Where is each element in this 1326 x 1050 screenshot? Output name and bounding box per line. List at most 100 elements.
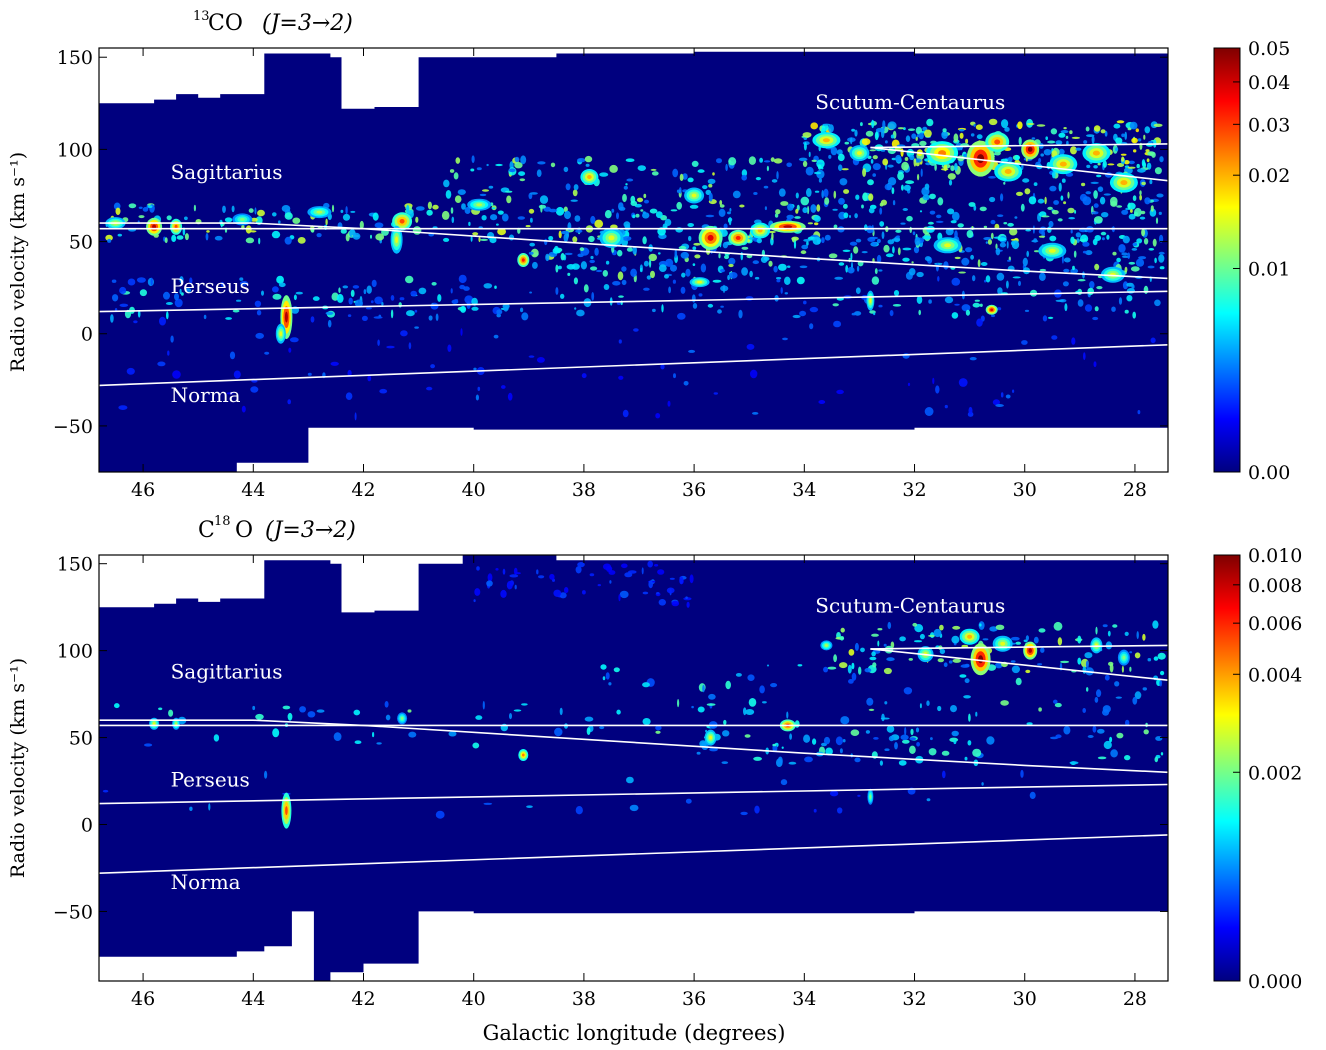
emission-blob: [1114, 681, 1120, 687]
emission-blob: [577, 562, 585, 568]
emission-blob: [576, 309, 585, 317]
emission-blob: [872, 173, 876, 177]
emission-blob: [801, 244, 809, 250]
y-tick-label: −50: [53, 416, 93, 438]
emission-blob: [919, 140, 927, 147]
emission-blob: [879, 760, 884, 766]
emission-blob: [564, 252, 573, 256]
emission-blob: [509, 713, 512, 720]
emission-blob: [1097, 756, 1107, 760]
emission-blob: [605, 672, 610, 680]
emission-blob: [673, 373, 676, 379]
emission-source: [1004, 169, 1012, 174]
emission-blob: [437, 294, 442, 302]
emission-blob: [963, 695, 971, 699]
emission-blob: [1100, 129, 1106, 134]
emission-blob: [851, 312, 856, 316]
emission-blob: [1007, 156, 1013, 162]
emission-blob: [625, 158, 635, 162]
emission-blob: [635, 213, 640, 218]
emission-blob: [961, 257, 970, 266]
panel-c18o-plot: Scutum-Centaurus Sagittarius Perseus Norma: [99, 555, 1168, 981]
emission-blob: [1132, 195, 1137, 202]
emission-blob: [848, 649, 855, 656]
emission-blob: [692, 263, 696, 266]
emission-blob: [619, 206, 626, 211]
emission-blob: [798, 157, 808, 162]
spiral-arm-line: [870, 143, 1168, 149]
emission-blob: [964, 756, 968, 761]
emission-blob: [545, 253, 550, 262]
emission-blob: [1085, 191, 1092, 195]
emission-blob: [929, 210, 936, 215]
emission-blob: [1157, 652, 1166, 660]
emission-blob: [992, 399, 1001, 406]
emission-blob: [1128, 213, 1136, 220]
emission-blob: [800, 196, 810, 206]
emission-blob: [861, 251, 868, 254]
emission-blob: [427, 201, 432, 210]
emission-blob: [352, 285, 360, 289]
emission-blob: [945, 227, 954, 236]
emission-blob: [164, 237, 168, 244]
emission-blob: [688, 349, 696, 353]
emission-blob: [906, 215, 913, 222]
emission-blob: [1029, 791, 1036, 800]
emission-blob: [245, 237, 255, 244]
emission-blob: [917, 173, 920, 181]
emission-blob: [833, 320, 842, 328]
emission-blob: [741, 174, 747, 181]
emission-blob: [838, 164, 843, 171]
emission-blob: [454, 299, 459, 302]
emission-blob: [1158, 251, 1165, 255]
emission-blob: [330, 361, 339, 366]
emission-blob: [802, 132, 812, 138]
emission-blob: [1082, 271, 1085, 279]
emission-blob: [594, 219, 604, 228]
emission-blob: [1093, 361, 1097, 368]
emission-blob: [818, 400, 826, 404]
spiral-arm-line: [870, 146, 1168, 182]
x-tick-label: 40: [462, 479, 486, 501]
emission-blob: [725, 163, 728, 172]
colorbar-tick-label: 0.00: [1248, 462, 1290, 484]
emission-blob: [457, 189, 466, 196]
emission-blob: [1021, 163, 1024, 170]
emission-blob: [502, 213, 509, 222]
panel-13co-title-transition: (J=3→2): [262, 11, 353, 36]
emission-blob: [142, 207, 149, 212]
emission-blob: [1149, 179, 1153, 185]
emission-blob: [755, 177, 762, 181]
emission-blob: [764, 206, 768, 211]
emission-blob: [802, 207, 808, 214]
emission-blob: [658, 599, 666, 606]
emission-blob: [687, 223, 694, 227]
plot-frame: [98, 47, 1169, 473]
emission-blob: [559, 707, 563, 716]
colorbar-tick-label: 0.002: [1248, 762, 1302, 784]
emission-blob: [555, 206, 565, 216]
emission-source: [395, 236, 399, 244]
emission-blob: [616, 212, 619, 220]
emission-blob: [1112, 251, 1117, 256]
emission-blob: [642, 212, 650, 219]
emission-blob: [1097, 186, 1104, 192]
emission-blob: [716, 158, 722, 164]
emission-blob: [1133, 149, 1137, 153]
y-tick-label: 0: [81, 815, 93, 837]
emission-blob: [838, 262, 845, 266]
emission-blob: [729, 208, 732, 212]
emission-blob: [839, 178, 848, 186]
emission-blob: [845, 265, 849, 273]
emission-blob: [654, 564, 659, 567]
emission-blob: [1033, 238, 1038, 243]
colorbar-gradient: [1213, 47, 1241, 473]
emission-blob: [390, 295, 395, 301]
emission-blob: [1130, 266, 1140, 272]
emission-blob: [687, 177, 694, 183]
emission-blob: [1130, 209, 1133, 213]
emission-blob: [254, 300, 262, 307]
emission-blob: [1159, 680, 1163, 687]
emission-blob: [1102, 160, 1107, 168]
emission-blob: [272, 728, 280, 738]
